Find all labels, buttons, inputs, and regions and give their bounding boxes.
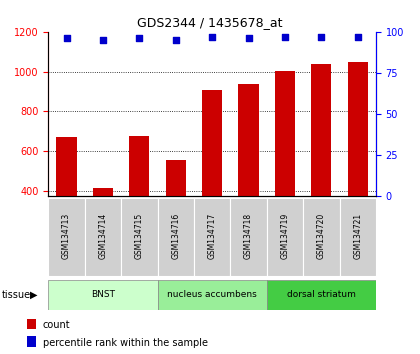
Text: tissue: tissue — [2, 290, 31, 300]
Bar — [311, 64, 331, 270]
Point — [245, 36, 252, 41]
Bar — [48, 198, 85, 276]
Bar — [165, 160, 186, 270]
Text: GSM134716: GSM134716 — [171, 212, 180, 259]
Text: GSM134719: GSM134719 — [281, 212, 289, 259]
Text: GSM134718: GSM134718 — [244, 212, 253, 259]
Bar — [27, 336, 36, 347]
Bar — [267, 198, 303, 276]
Bar — [27, 319, 36, 329]
Text: dorsal striatum: dorsal striatum — [287, 290, 356, 299]
Bar — [158, 280, 267, 310]
Text: nucleus accumbens: nucleus accumbens — [167, 290, 257, 299]
Bar — [57, 137, 76, 270]
Text: BNST: BNST — [91, 290, 115, 299]
Bar — [239, 84, 259, 270]
Bar — [85, 198, 121, 276]
Point — [172, 37, 179, 43]
Text: count: count — [43, 320, 71, 330]
Bar — [230, 198, 267, 276]
Bar — [129, 136, 150, 270]
Text: GSM134721: GSM134721 — [353, 212, 362, 259]
Bar — [275, 70, 295, 270]
Bar — [121, 198, 158, 276]
Point — [281, 34, 288, 40]
Point — [209, 34, 215, 40]
Bar — [339, 198, 376, 276]
Bar — [303, 198, 339, 276]
Text: percentile rank within the sample: percentile rank within the sample — [43, 338, 208, 348]
Bar — [194, 198, 230, 276]
Text: GSM134720: GSM134720 — [317, 212, 326, 259]
Bar — [158, 198, 194, 276]
Bar — [348, 62, 368, 270]
Text: GSM134717: GSM134717 — [207, 212, 217, 259]
Bar — [267, 280, 376, 310]
Bar — [202, 90, 222, 270]
Text: GDS2344 / 1435678_at: GDS2344 / 1435678_at — [137, 16, 283, 29]
Text: GSM134714: GSM134714 — [98, 212, 108, 259]
Point — [354, 34, 361, 40]
Point — [318, 34, 325, 40]
Bar — [93, 188, 113, 270]
Point — [63, 36, 70, 41]
Text: ▶: ▶ — [30, 290, 38, 300]
Point — [100, 37, 106, 43]
Bar — [48, 280, 158, 310]
Text: GSM134713: GSM134713 — [62, 212, 71, 259]
Text: GSM134715: GSM134715 — [135, 212, 144, 259]
Point — [136, 36, 143, 41]
